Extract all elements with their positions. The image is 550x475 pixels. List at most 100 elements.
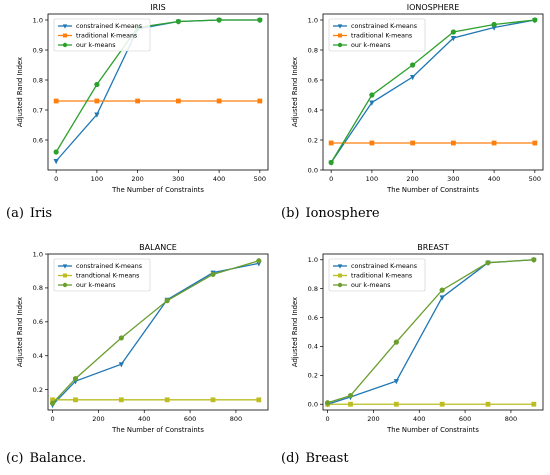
- caption-text: Ionosphere: [305, 206, 380, 221]
- chart-breast: BREAST 0 200 400 600 800 0.0 0.2 0.4 0.6 0.8 1.0 The…: [291, 243, 544, 434]
- data-point: [450, 36, 456, 42]
- chart-panel-iris: IRIS 0 100 200 300 400 500 0.6 0.7 0.8 0.9 1.0 The N…: [0, 0, 275, 235]
- y-tick-label: 0.4: [308, 106, 318, 114]
- x-tick-label: 200: [131, 175, 143, 183]
- legend-marker: [62, 264, 68, 269]
- caption-label: (b): [281, 206, 300, 221]
- legend-marker: [337, 42, 343, 48]
- legend-entry: our k-means: [351, 42, 391, 49]
- y-axis-label: Adjusted Rand Index: [291, 297, 299, 367]
- data-point: [347, 392, 354, 399]
- legend-entry: constrained K-means: [351, 23, 417, 30]
- chart-balance: BALANCE 0 200 400 600 800 0.2 0.4 0.6 0.8 1.0 The N…: [16, 243, 269, 434]
- y-tick-label: 0.8: [33, 284, 43, 292]
- series-3: [53, 17, 263, 155]
- legend-entry: trandtional K-means: [76, 273, 139, 280]
- x-tick-label: 0: [51, 415, 55, 423]
- y-tick-label: 0.2: [308, 136, 318, 144]
- y-tick-label: 0.7: [33, 106, 43, 114]
- data-point: [369, 92, 375, 98]
- y-tick-label: 0.8: [308, 46, 318, 54]
- legend-entry: our k-means: [76, 42, 116, 49]
- x-tick-label: 200: [367, 415, 379, 423]
- y-axis-label: Adjusted Rand Index: [291, 57, 299, 127]
- legend-marker: [63, 273, 67, 278]
- legend-entry: constrained K-means: [76, 23, 142, 30]
- legend-marker: [63, 33, 67, 38]
- plot-frame: [47, 253, 269, 411]
- y-tick-label: 0.6: [33, 318, 43, 326]
- x-tick-label: 100: [91, 175, 103, 183]
- caption-iris: (a) Iris: [6, 206, 52, 221]
- chart-title: BALANCE: [139, 243, 177, 252]
- x-tick-label: 0: [329, 175, 333, 183]
- x-tick-label: 200: [406, 175, 418, 183]
- legend: constrained K-means traditional K-means ou…: [328, 18, 426, 52]
- chart-iris: IRIS 0 100 200 300 400 500 0.6 0.7 0.8 0.9 1.0 The N…: [16, 3, 269, 194]
- data-point: [485, 260, 491, 266]
- legend-entry: constrained K-means: [351, 263, 417, 270]
- data-point: [369, 140, 375, 146]
- x-tick-label: 400: [213, 175, 225, 183]
- data-point: [135, 98, 141, 104]
- y-tick-label: 0.6: [308, 76, 318, 84]
- data-point: [328, 140, 334, 146]
- data-point: [118, 362, 124, 368]
- data-point: [72, 376, 79, 382]
- chart-panel-breast: BREAST 0 200 400 600 800 0.0 0.2 0.4 0.6 0.8 1.0 The…: [275, 240, 550, 475]
- data-point: [94, 112, 100, 118]
- data-point: [118, 335, 124, 341]
- x-tick-label: 300: [172, 175, 184, 183]
- data-point: [175, 18, 181, 25]
- data-point: [491, 21, 497, 28]
- caption-label: (d): [281, 451, 300, 466]
- y-axis-label: Adjusted Rand Index: [16, 57, 24, 127]
- data-point: [256, 397, 262, 403]
- x-axis-label: The Number of Constraints: [386, 186, 479, 194]
- y-tick-label: 0.4: [308, 343, 318, 351]
- data-point: [531, 257, 537, 263]
- series-line: [52, 260, 260, 404]
- caption-label: (a): [6, 206, 24, 221]
- caption-text: Breast: [305, 451, 349, 466]
- data-point: [369, 100, 375, 106]
- x-axis-label: The Number of Constraints: [111, 426, 204, 434]
- data-point: [410, 62, 416, 68]
- plot-frame: [47, 13, 269, 171]
- legend-marker: [337, 264, 343, 269]
- series-3: [49, 258, 262, 406]
- data-point: [94, 81, 100, 88]
- x-tick-label: 800: [230, 415, 242, 423]
- data-point: [53, 98, 59, 104]
- data-point: [450, 140, 456, 146]
- caption-text: Balance.: [29, 451, 87, 466]
- series-line: [52, 262, 259, 406]
- legend: constrained K-means traditional K-means ou…: [328, 258, 426, 292]
- legend-entry: our k-means: [76, 282, 116, 289]
- series-2: [325, 401, 537, 407]
- x-tick-label: 400: [488, 175, 500, 183]
- legend-marker: [62, 42, 68, 48]
- y-tick-label: 1.0: [308, 16, 318, 24]
- data-point: [257, 98, 263, 104]
- x-tick-label: 500: [529, 175, 541, 183]
- data-point: [485, 401, 491, 407]
- x-tick-label: 300: [447, 175, 459, 183]
- data-point: [175, 98, 181, 104]
- data-point: [257, 17, 263, 23]
- y-tick-label: 0.0: [308, 166, 318, 174]
- legend-marker: [337, 24, 343, 29]
- x-tick-label: 600: [184, 415, 196, 423]
- series-2: [53, 98, 263, 104]
- x-axis-label: The Number of Constraints: [386, 426, 479, 434]
- data-point: [49, 400, 56, 406]
- legend: constrained K-means traditional K-means ou…: [53, 18, 151, 52]
- data-point: [216, 17, 222, 23]
- series-3: [328, 17, 538, 166]
- y-tick-label: 0.2: [308, 372, 318, 380]
- x-tick-label: 400: [138, 415, 150, 423]
- series-line: [327, 259, 534, 404]
- y-tick-label: 1.0: [33, 250, 43, 258]
- x-tick-label: 500: [254, 175, 266, 183]
- legend-box: [328, 258, 426, 292]
